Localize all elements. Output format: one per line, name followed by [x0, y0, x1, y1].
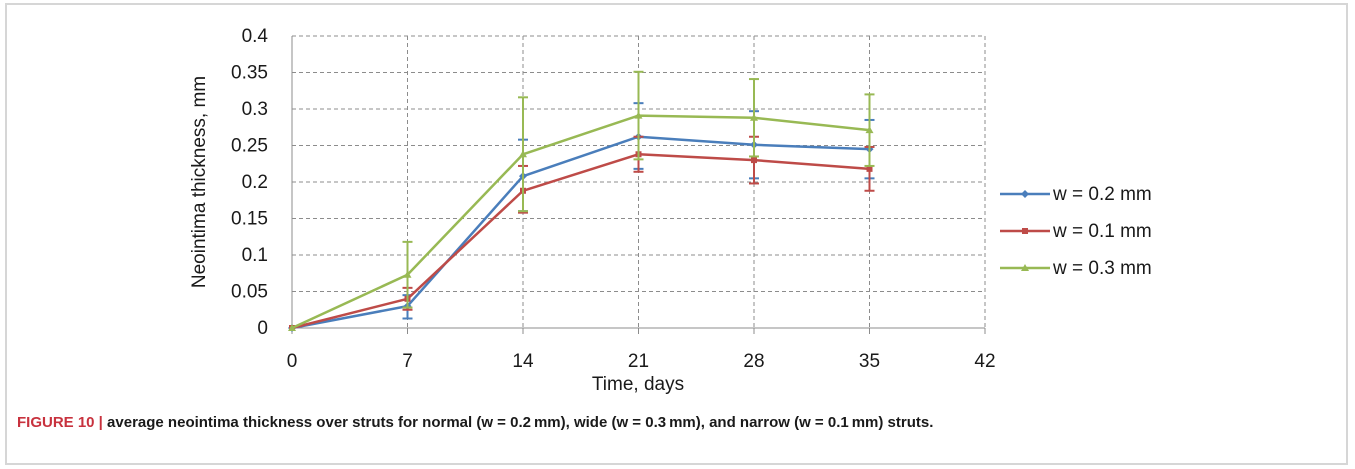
legend-label: w = 0.2 mm — [1052, 184, 1152, 205]
series-0 — [288, 102, 875, 332]
figure-frame — [5, 3, 1348, 465]
y-tick-label: 0.05 — [231, 282, 268, 303]
x-tick-label: 14 — [512, 351, 534, 372]
chart: 0 0.05 0.1 0.15 0.2 0.25 0.3 0.35 0.4 0 7 14 21 28 35 4… — [189, 26, 1152, 395]
data-point — [866, 165, 873, 172]
legend-item: w = 0.2 mm — [1000, 184, 1152, 205]
y-tick-label: 0.15 — [231, 209, 268, 230]
x-tick-label: 28 — [743, 351, 764, 372]
data-point — [634, 111, 643, 119]
x-tick-label: 35 — [859, 351, 880, 372]
y-axis-label: Neointima thickness, mm — [189, 76, 210, 288]
legend-item: w = 0.3 mm — [1000, 258, 1152, 279]
data-point — [403, 270, 412, 278]
legend: w = 0.2 mm w = 0.1 mm w = 0.3 mm — [1000, 184, 1152, 279]
data-point — [519, 150, 527, 158]
y-tick-label: 0.2 — [242, 172, 268, 193]
x-tick-label: 7 — [402, 351, 413, 372]
data-point — [865, 126, 874, 134]
y-tick-label: 0 — [257, 318, 268, 339]
series-line — [291, 135, 870, 330]
series-1 — [289, 135, 875, 331]
legend-item: w = 0.1 mm — [1000, 221, 1152, 242]
x-tick-label: 42 — [974, 351, 995, 372]
y-tick-label: 0.3 — [242, 99, 268, 120]
x-tick-label: 0 — [287, 351, 298, 372]
series-line — [291, 114, 870, 330]
figure-caption: FIGURE 10 | average neointima thickness … — [17, 414, 933, 431]
x-axis-label: Time, days — [592, 374, 684, 395]
data-point — [750, 113, 758, 121]
data-point — [751, 157, 757, 164]
series-line — [291, 153, 870, 330]
y-tick-label: 0.1 — [242, 245, 268, 266]
legend-label: w = 0.1 mm — [1052, 221, 1152, 242]
figure-number: FIGURE 10 | — [17, 414, 103, 431]
data-point — [288, 324, 296, 331]
caption-text: average neointima thickness over struts … — [102, 414, 934, 431]
legend-marker — [1022, 228, 1028, 234]
y-tick-label: 0.4 — [242, 26, 269, 47]
y-tick-label: 0.35 — [231, 63, 268, 84]
tick-labels: 0 0.05 0.1 0.15 0.2 0.25 0.3 0.35 0.4 0 7 14 21 28 35 4… — [231, 26, 996, 372]
legend-label: w = 0.3 mm — [1052, 258, 1152, 279]
y-tick-label: 0.25 — [231, 136, 268, 157]
series-2 — [288, 70, 875, 331]
series-layer — [288, 70, 875, 332]
legend-marker — [1021, 264, 1029, 271]
legend-marker — [1021, 190, 1029, 198]
x-tick-label: 21 — [628, 351, 649, 372]
